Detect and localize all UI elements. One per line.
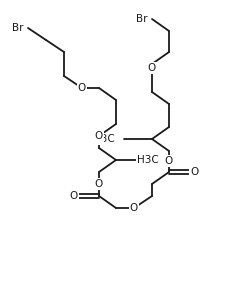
- Text: O: O: [164, 156, 172, 166]
- Text: O: O: [78, 83, 86, 93]
- Text: O: O: [94, 179, 103, 189]
- Text: H3C: H3C: [93, 134, 114, 144]
- Text: O: O: [94, 131, 103, 141]
- Text: O: O: [189, 167, 198, 177]
- Text: Br: Br: [12, 23, 24, 33]
- Text: O: O: [129, 203, 138, 213]
- Text: O: O: [147, 63, 156, 73]
- Text: Br: Br: [136, 14, 147, 24]
- Text: O: O: [70, 191, 78, 201]
- Text: H3C: H3C: [136, 155, 158, 165]
